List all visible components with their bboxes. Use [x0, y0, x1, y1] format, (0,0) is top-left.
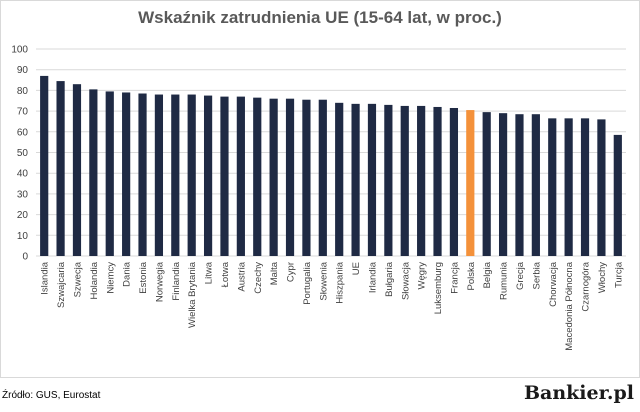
bar-turcja — [613, 134, 622, 256]
bar-słowacja — [400, 105, 409, 256]
x-tick-label: Łotwa — [220, 261, 231, 287]
bar-bułgaria — [384, 104, 393, 256]
bar-belgia — [482, 112, 491, 256]
brand-logo: Bankier.pl — [523, 382, 634, 404]
bar-macedonia-północna — [564, 118, 573, 256]
bar-słowenia — [318, 99, 327, 256]
bar-litwa — [203, 95, 213, 256]
x-tick-label: Cypr — [286, 262, 297, 282]
bar-estonia — [138, 93, 147, 256]
x-tick-label: Serbia — [531, 261, 542, 289]
bar-wielka-brytania — [187, 94, 196, 256]
x-tick-label: Bułgaria — [384, 261, 395, 297]
bar-holandia — [89, 89, 98, 257]
bar-czarnogóra — [580, 118, 590, 256]
bar-chart: 0 10 20 30 40 50 60 70 80 90 100 Islandia Szwajcaria… — [11, 45, 626, 351]
x-tick-label: Luksemburg — [433, 262, 444, 314]
x-tick-label: Finlandia — [171, 261, 182, 300]
bar-czechy — [253, 97, 262, 257]
x-tick-label: Belgia — [482, 261, 493, 288]
y-tick-label: 20 — [17, 210, 29, 221]
x-tick-label: Chorwacja — [548, 261, 559, 307]
bar-cypr — [285, 98, 295, 257]
bar-francja — [449, 107, 459, 257]
bar-ue — [351, 103, 360, 256]
x-tick-label: Portugalia — [302, 261, 313, 304]
y-tick-label: 70 — [17, 107, 29, 118]
x-tick-label: Hiszpania — [335, 261, 346, 303]
x-tick-label: Litwa — [204, 261, 215, 284]
bar-portugalia — [302, 99, 311, 256]
x-tick-label: Niemcy — [105, 262, 116, 294]
bar-niemcy — [105, 91, 114, 256]
source-note: Źródło: GUS, Eurostat — [2, 390, 101, 401]
bar-węgry — [417, 105, 426, 256]
x-tick-label: Szwecja — [72, 261, 83, 297]
y-tick-label: 50 — [17, 148, 29, 159]
x-tick-label: Rumunia — [499, 261, 510, 300]
x-tick-label: Słowacja — [400, 261, 411, 300]
x-tick-label: Norwegia — [154, 261, 165, 302]
chart-title: Wskaźnik zatrudnienia UE (15-64 lat, w p… — [138, 8, 502, 27]
bar-włochy — [597, 119, 606, 256]
bar-irlandia — [367, 103, 377, 256]
x-tick-label: Grecja — [515, 261, 526, 290]
bar-finlandia — [171, 94, 180, 256]
bar-norwegia — [154, 94, 164, 256]
x-tick-label: Irlandia — [367, 261, 378, 293]
x-tick-label: Turcja — [613, 261, 624, 288]
bar-polska — [466, 110, 475, 256]
bar-luksemburg — [433, 106, 442, 257]
x-tick-label: Estonia — [138, 261, 149, 293]
y-tick-label: 100 — [11, 45, 28, 56]
bar-szwecja — [72, 84, 82, 256]
x-tick-label: Czechy — [253, 262, 264, 294]
y-tick-label: 0 — [22, 252, 28, 263]
x-tick-label: Malta — [269, 261, 280, 285]
x-tick-label: Polska — [466, 261, 477, 290]
bar-austria — [236, 96, 245, 256]
bar-grecja — [515, 114, 524, 256]
x-tick-label: Słowenia — [318, 261, 329, 300]
bar-dania — [122, 92, 131, 256]
y-tick-label: 10 — [17, 231, 29, 242]
y-tick-label: 30 — [17, 189, 29, 200]
x-tick-label: Czarnogóra — [581, 261, 592, 311]
y-tick-label: 90 — [17, 65, 29, 76]
bar-serbia — [531, 114, 540, 256]
x-tick-label: UE — [351, 262, 362, 275]
y-tick-label: 80 — [17, 86, 29, 97]
x-tick-label: Szwajcaria — [56, 261, 67, 308]
x-tick-label: Wielka Brytania — [187, 261, 198, 328]
y-tick-label: 60 — [17, 127, 29, 138]
bar-hiszpania — [335, 102, 344, 256]
x-tick-label: Macedonia Północna — [564, 261, 575, 350]
bar-malta — [269, 98, 278, 257]
x-tick-label: Dania — [122, 261, 133, 287]
x-tick-label: Włochy — [597, 262, 608, 293]
x-tick-label: Holandia — [89, 261, 100, 299]
x-tick-label: Węgry — [417, 262, 428, 290]
x-tick-label: Austria — [236, 261, 247, 291]
y-tick-label: 40 — [17, 169, 29, 180]
bar-łotwa — [220, 96, 229, 256]
x-tick-label: Francja — [449, 261, 460, 293]
bar-islandia — [40, 75, 49, 256]
bar-chorwacja — [548, 118, 557, 256]
x-tick-label: Islandia — [40, 261, 51, 294]
bar-rumunia — [498, 113, 508, 256]
bar-szwajcaria — [56, 81, 65, 257]
